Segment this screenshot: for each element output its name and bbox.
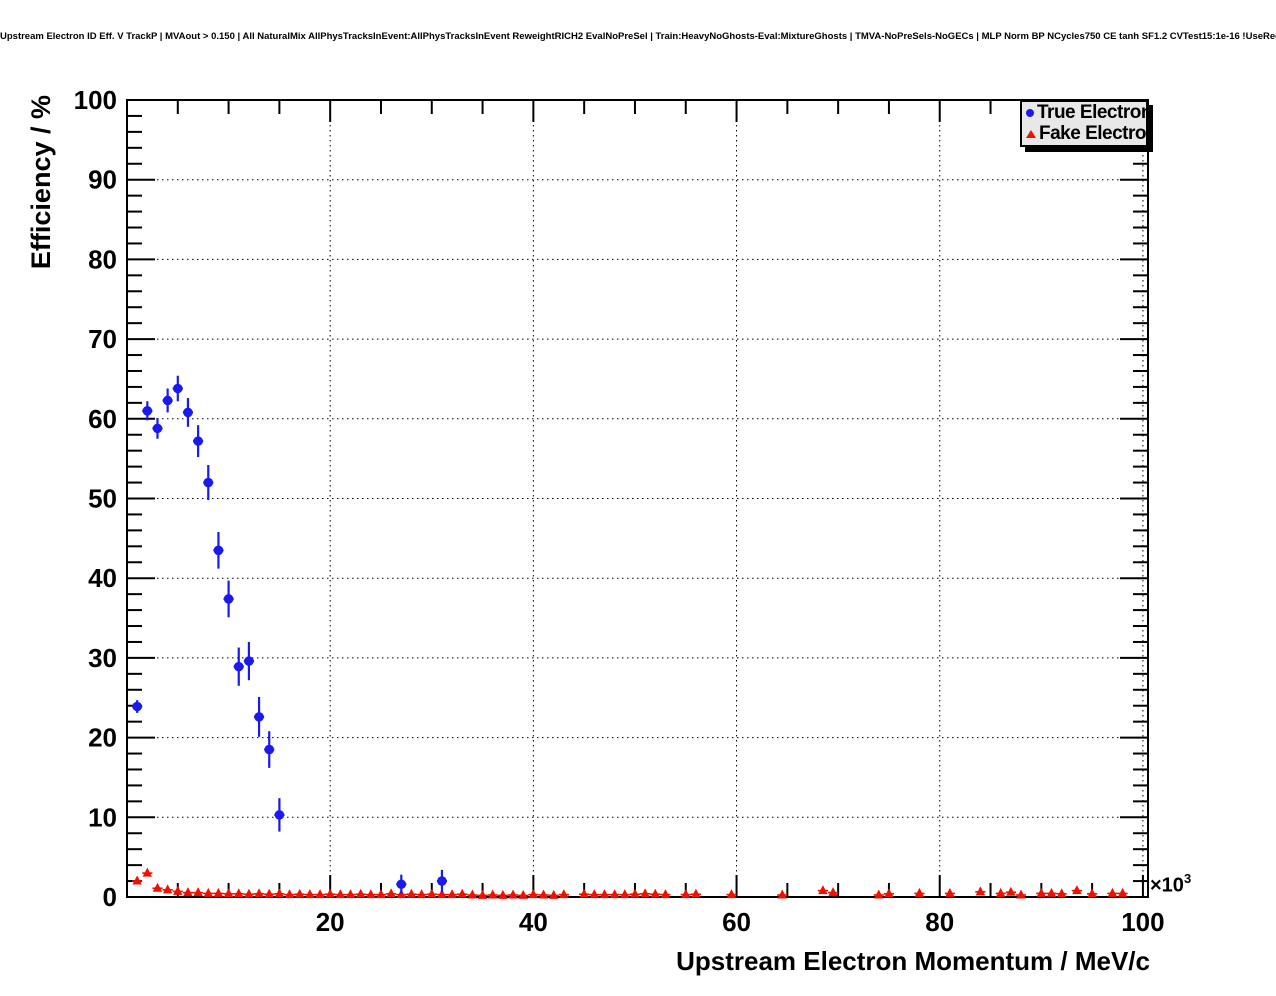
legend-label-fake-electron: Fake Electron <box>1039 123 1146 144</box>
ticks-layer <box>126 99 1148 898</box>
svg-text:20: 20 <box>88 723 117 753</box>
series-true-electron <box>132 375 448 894</box>
x-axis-multiplier-exponent: 3 <box>1183 871 1192 886</box>
legend-entry-true-electron: True Electron <box>1022 102 1146 123</box>
legend-box: True Electron Fake Electron <box>1020 100 1148 147</box>
svg-text:20: 20 <box>316 907 345 937</box>
svg-text:70: 70 <box>88 324 117 354</box>
true-electron-marker-icon <box>1026 108 1034 117</box>
svg-text:60: 60 <box>722 907 751 937</box>
grid-layer <box>127 99 1148 897</box>
x-axis-multiplier: ×103 <box>1150 871 1192 898</box>
y-axis-title: Efficiency / % <box>26 95 56 270</box>
plot-title: Upstream Electron ID Eff. V TrackP | MVA… <box>0 31 1276 42</box>
svg-text:60: 60 <box>88 404 117 434</box>
svg-text:50: 50 <box>88 484 117 514</box>
svg-text:30: 30 <box>88 643 117 673</box>
svg-text:10: 10 <box>88 802 117 832</box>
series-fake-electron <box>132 867 1128 899</box>
svg-text:40: 40 <box>88 563 117 593</box>
svg-text:100: 100 <box>74 85 117 115</box>
fake-electron-marker-icon <box>1026 129 1036 138</box>
svg-text:80: 80 <box>925 907 954 937</box>
svg-text:0: 0 <box>103 882 117 912</box>
x-axis-title: Upstream Electron Momentum / MeV/c <box>676 946 1150 976</box>
svg-text:90: 90 <box>88 165 117 195</box>
svg-text:40: 40 <box>519 907 548 937</box>
x-axis-multiplier-base: ×10 <box>1150 874 1184 897</box>
svg-text:100: 100 <box>1121 907 1164 937</box>
tick-labels-layer: 0 10 20 30 40 50 60 70 80 90 100 20 40 60 80 100 <box>74 85 1165 937</box>
svg-text:80: 80 <box>88 244 117 274</box>
legend-label-true-electron: True Electron <box>1037 102 1146 123</box>
legend-entry-fake-electron: Fake Electron <box>1022 123 1146 144</box>
